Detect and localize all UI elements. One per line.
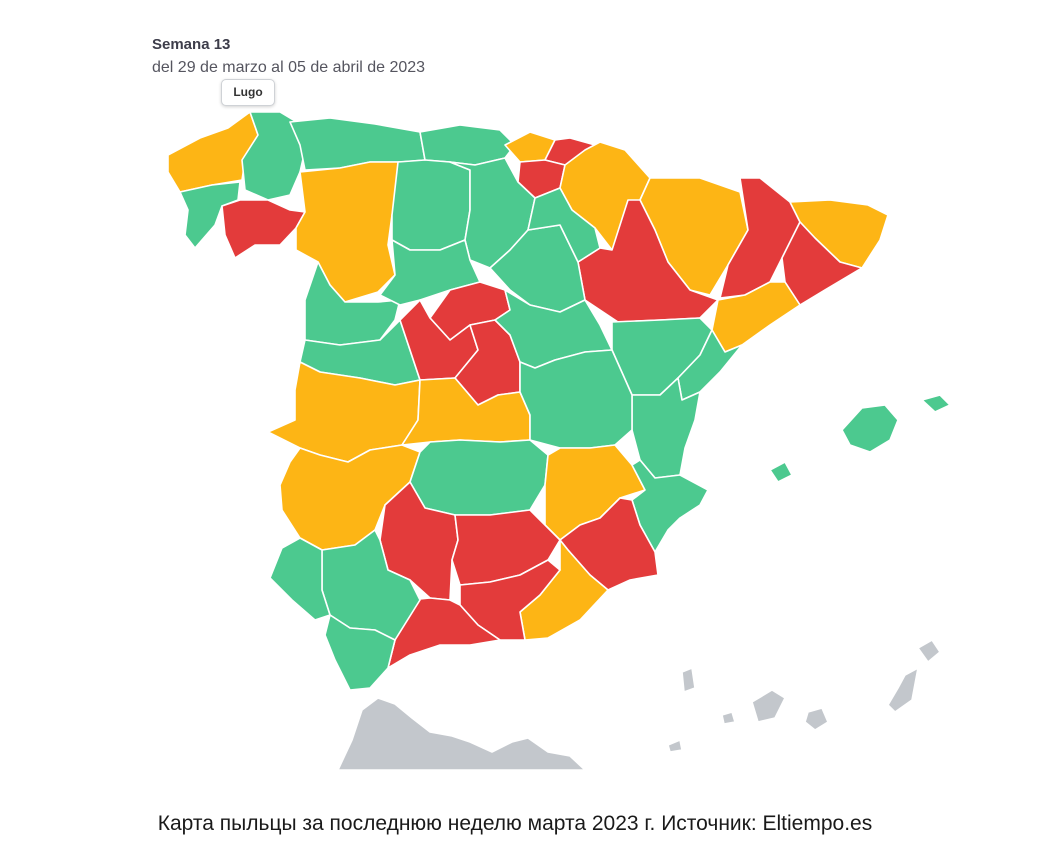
- province-ciudad-real[interactable]: [409, 439, 549, 516]
- province-lugo[interactable]: [241, 111, 306, 201]
- province-zamora[interactable]: [304, 261, 401, 346]
- island-tenerife: [751, 689, 786, 723]
- island-lanzarote: [917, 639, 941, 663]
- spain-province-map: [167, 111, 951, 771]
- island-fuerteventura: [887, 667, 919, 713]
- island-gran-canaria: [804, 707, 829, 731]
- island-el-hierro: [667, 739, 683, 753]
- province-mallorca[interactable]: [841, 404, 899, 453]
- week-range: del 29 de marzo al 05 de abril de 2023: [152, 59, 426, 76]
- province-cadiz[interactable]: [324, 614, 396, 691]
- province-ibiza[interactable]: [769, 461, 793, 483]
- province-la-rioja[interactable]: [527, 187, 601, 263]
- pollen-map-panel: Semana 13 del 29 de marzo al 05 de abril…: [152, 36, 951, 771]
- province-palencia[interactable]: [391, 159, 471, 251]
- province-tarragona[interactable]: [711, 281, 801, 353]
- province-badajoz[interactable]: [279, 444, 421, 551]
- province-alicante[interactable]: [631, 459, 709, 553]
- province-leon[interactable]: [295, 161, 401, 303]
- province-huelva[interactable]: [269, 537, 331, 621]
- province-pontevedra[interactable]: [179, 181, 241, 249]
- province-menorca[interactable]: [921, 394, 951, 413]
- province-barcelona[interactable]: [781, 221, 863, 306]
- island-la-gomera: [721, 711, 736, 725]
- province-tooltip: Lugo: [221, 79, 275, 106]
- region-north-africa: [337, 697, 586, 771]
- province-valencia[interactable]: [631, 377, 701, 479]
- island-la-palma: [681, 667, 696, 693]
- image-caption: Карта пыльцы за последнюю неделю марта 2…: [157, 812, 873, 835]
- province-ourense[interactable]: [221, 199, 306, 259]
- week-title: Semana 13: [152, 36, 231, 53]
